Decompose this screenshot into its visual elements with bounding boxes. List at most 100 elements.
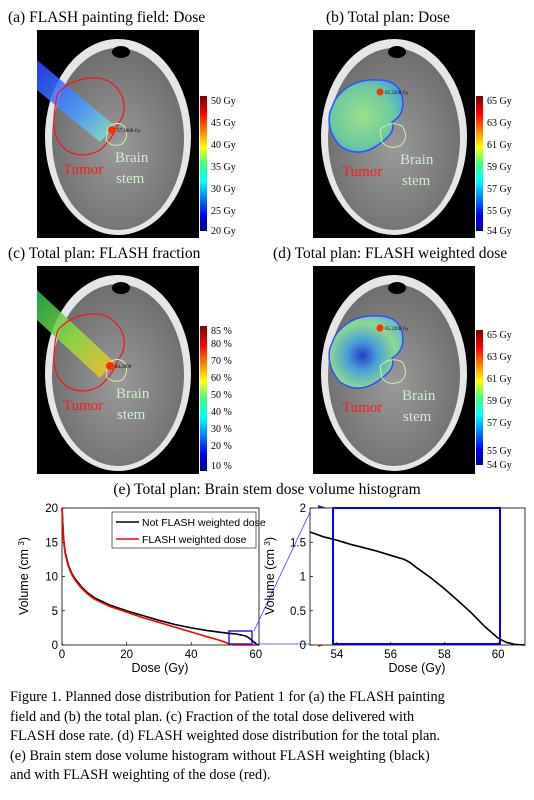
- colorbar-d: [476, 330, 483, 465]
- dvh-zoom-xtick-label: 56: [384, 649, 397, 661]
- dvh-main-ylabel: Volume (cm 3): [17, 537, 32, 615]
- dvh-zoom-ytick-label: 0: [300, 640, 306, 652]
- cbar-d-5: 55 Gy: [487, 446, 512, 457]
- cbar-b-0: 65 Gy: [487, 96, 512, 107]
- dvh-main-xtick-label: 20: [120, 649, 133, 661]
- dvh-zoom-xtick-label: 58: [438, 649, 451, 661]
- colorbar-ticks-a: 50 Gy 45 Gy 40 Gy 35 Gy 30 Gy 25 Gy 20 G…: [211, 96, 236, 237]
- cbar-a-0: 50 Gy: [211, 96, 236, 107]
- colorbar-ticks-d: 65 Gy 63 Gy 61 Gy 59 Gy 57 Gy 55 Gy 54 G…: [487, 330, 512, 471]
- dvh-zoom-ytick-label: 2: [300, 503, 306, 515]
- dvh-zoom-highlight: [332, 507, 501, 645]
- dvh-zoom-series-line-0: [309, 531, 526, 646]
- max-dose-label-d: 65.2208 Gy: [385, 327, 409, 332]
- tumor-label-c: Tumor: [63, 398, 103, 414]
- max-label-c: 84.2809: [115, 365, 132, 370]
- dose-wash-b: [328, 79, 404, 153]
- cbar-d-4: 57 Gy: [487, 418, 512, 429]
- cbar-a-2: 40 Gy: [211, 140, 236, 151]
- cbar-c-4: 50 %: [211, 390, 232, 401]
- dvh-zoom-xlabel: Dose (Gy): [389, 661, 446, 675]
- dvh-zoom-ylabel: Volume (cm 3): [263, 537, 278, 615]
- stem-label-a: stem: [116, 171, 145, 187]
- brain-a: [52, 48, 184, 230]
- panel-a-title: (a) FLASH painting field: Dose: [8, 9, 205, 26]
- cbar-b-4: 57 Gy: [487, 184, 512, 195]
- sinus-b: [388, 46, 406, 58]
- cbar-b-1: 63 Gy: [487, 118, 512, 129]
- max-dose-point-d: [376, 324, 384, 332]
- figure-caption: Figure 1. Planned dose distribution for …: [10, 688, 525, 786]
- caption-line: Figure 1. Planned dose distribution for …: [10, 689, 445, 705]
- dvh-main-ticks: 0 20 40 60 0 5 10 15 20: [45, 503, 262, 661]
- stem-label-d: stem: [403, 409, 432, 425]
- panel-c: (c) Total plan: FLASH fraction 84.2809 T…: [8, 245, 232, 474]
- brainstem-contour-a: [105, 122, 128, 146]
- sinus-a: [112, 46, 130, 58]
- brainstem-contour-d: [379, 359, 406, 384]
- tumor-label-a: Tumor: [63, 162, 103, 178]
- max-dose-point-b: [376, 88, 384, 96]
- stem-label-c: stem: [117, 407, 146, 423]
- flash-beam-a: [37, 60, 115, 142]
- dvh-main-ytick-label: 0: [52, 640, 58, 652]
- colorbar-ticks-c: 85 % 80 % 70 % 60 % 50 % 40 % 30 % 20 % …: [211, 326, 232, 472]
- dvh-main-ytick-label: 10: [45, 572, 58, 584]
- dvh-main-xlabel: Dose (Gy): [132, 661, 189, 675]
- cbar-a-6: 20 Gy: [211, 226, 236, 237]
- panel-d-title: (d) Total plan: FLASH weighted dose: [273, 245, 507, 262]
- legend-label-not-flash: Not FLASH weighted dose: [142, 517, 266, 529]
- max-dose-point-a: [108, 126, 116, 134]
- cbar-b-5: 55 Gy: [487, 206, 512, 217]
- dvh-main-series: [61, 507, 260, 646]
- flash-fraction-beam-c: [37, 290, 114, 378]
- zoom-connector-top: [253, 507, 313, 632]
- tumor-contour-c: [53, 313, 125, 392]
- dvh-main-ytick-label: 15: [45, 537, 58, 549]
- brain-c: [52, 284, 184, 466]
- dvh-main-xtick-label: 40: [185, 649, 198, 661]
- dvh-zoom-xtick-label: 54: [330, 649, 343, 661]
- brain-label-c: Brain: [116, 386, 150, 402]
- dvh-zoom-xtick-label: 60: [492, 649, 505, 661]
- colorbar-c: [200, 326, 207, 471]
- colorbar-b: [476, 96, 483, 231]
- cbar-a-5: 25 Gy: [211, 206, 236, 217]
- cbar-d-0: 65 Gy: [487, 330, 512, 341]
- dvh-main-ylabel-text: Volume (cm: [17, 549, 31, 615]
- max-dose-label-a: 57.3868 Gy: [117, 129, 141, 134]
- caption-line: field and (b) the total plan. (c) Fracti…: [10, 708, 415, 725]
- dvh-zoom-chart: 54 56 58 60 0 0.5 1 1.5 2 Dose (Gy) Volume (cm 3…: [263, 503, 526, 675]
- legend-label-flash: FLASH weighted dose: [142, 534, 247, 546]
- panel-b: (b) Total plan: Dose 65.2208 Gy Tumor Br…: [313, 9, 512, 238]
- dvh-legend: Not FLASH weighted dose FLASH weighted d…: [111, 511, 266, 549]
- stem-label-b: stem: [402, 173, 431, 189]
- max-point-c: [106, 362, 114, 370]
- cbar-a-3: 35 Gy: [211, 162, 236, 173]
- tumor-label-b: Tumor: [342, 164, 382, 180]
- dvh-zoom-series: [309, 531, 526, 646]
- dvh-main-series-line-1: [61, 507, 256, 646]
- brainstem-contour-c: [105, 358, 128, 382]
- cbar-b-3: 59 Gy: [487, 162, 512, 173]
- cbar-c-2: 70 %: [211, 356, 232, 367]
- cbar-d-6: 54 Gy: [487, 460, 512, 471]
- cbar-d-3: 59 Gy: [487, 396, 512, 407]
- dvh-main-xtick-label: 0: [59, 649, 65, 661]
- cbar-c-0: 85 %: [211, 326, 232, 337]
- cbar-a-4: 30 Gy: [211, 184, 236, 195]
- caption-line: FLASH dose rate. (d) FLASH weighted dose…: [10, 728, 441, 745]
- cbar-c-7: 20 %: [211, 441, 232, 452]
- panel-c-title: (c) Total plan: FLASH fraction: [8, 245, 201, 262]
- cbar-c-5: 40 %: [211, 407, 232, 418]
- cbar-c-1: 80 %: [211, 339, 232, 350]
- cbar-c-8: 10 %: [211, 461, 232, 472]
- dvh-zoom-axes: [309, 507, 526, 646]
- dvh-main-ytick-label: 5: [52, 606, 58, 618]
- tumor-contour-a: [53, 77, 125, 156]
- caption-line: (e) Brain stem dose volume histogram wit…: [10, 747, 430, 764]
- dvh-zoom-ticks: 54 56 58 60 0 0.5 1 1.5 2: [290, 503, 505, 661]
- cbar-d-2: 61 Gy: [487, 374, 512, 385]
- legend-box: [111, 511, 257, 549]
